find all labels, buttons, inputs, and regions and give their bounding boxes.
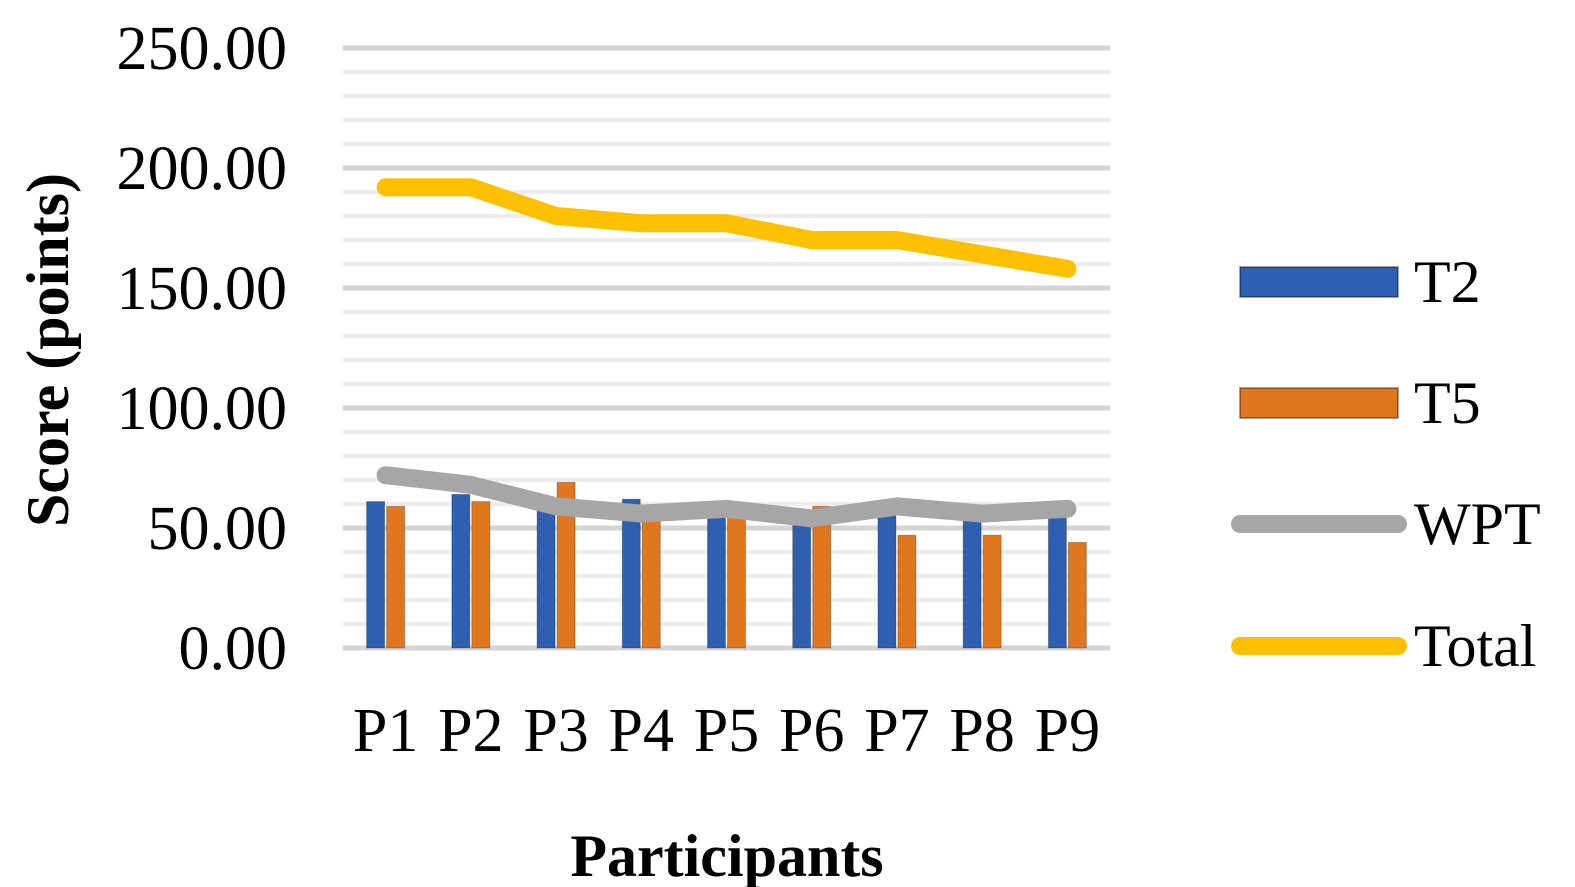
bar-t5	[897, 534, 917, 649]
x-tick-label: P1	[353, 697, 418, 765]
bars	[366, 481, 1087, 649]
y-tick-label: 0.00	[179, 615, 288, 683]
bar-t2	[792, 525, 812, 649]
x-tick-label: P9	[1035, 697, 1100, 765]
line-wpt	[376, 466, 1077, 528]
bar-t5	[386, 505, 406, 649]
legend-label-t2: T2	[1414, 249, 1481, 315]
y-axis-ticks: 0.00 50.00 100.00 150.00 200.00 250.00	[117, 15, 288, 683]
y-axis-title: Score (points)	[15, 173, 81, 527]
bar-t5	[471, 501, 491, 649]
y-tick-label: 250.00	[117, 15, 288, 83]
x-axis-title: Participants	[570, 823, 883, 887]
legend-label-total: Total	[1414, 613, 1536, 679]
x-tick-label: P4	[609, 697, 674, 765]
y-tick-label: 100.00	[117, 375, 288, 443]
bar-t5	[727, 513, 746, 649]
legend-swatch-t2	[1239, 266, 1399, 298]
bar-t5	[982, 534, 1002, 649]
bar-t2	[707, 513, 726, 649]
line-total	[376, 178, 1077, 278]
y-tick-label: 50.00	[148, 495, 288, 563]
x-tick-label: P8	[949, 697, 1014, 765]
bar-t2	[536, 508, 556, 649]
bar-t2	[1047, 510, 1067, 649]
x-axis-ticks: P1 P2 P3 P4 P5 P6 P7 P8 P9	[353, 697, 1100, 765]
y-tick-label: 200.00	[117, 135, 288, 203]
bar-t2	[451, 493, 471, 649]
gridlines	[343, 45, 1110, 651]
legend-label-wpt: WPT	[1414, 491, 1541, 557]
y-tick-label: 150.00	[117, 255, 288, 323]
bar-t2	[621, 498, 641, 649]
bar-t5	[812, 505, 832, 649]
lines	[376, 178, 1077, 528]
bar-t2	[366, 501, 386, 649]
x-tick-label: P5	[694, 697, 759, 765]
legend-swatch-t5	[1239, 387, 1399, 419]
bar-t5	[641, 510, 661, 649]
x-tick-label: P6	[779, 697, 844, 765]
legend: T2 T5 WPT Total	[1231, 249, 1541, 679]
bar-t2	[962, 520, 982, 649]
bar-t2	[877, 513, 897, 649]
legend-label-t5: T5	[1414, 370, 1481, 436]
x-tick-label: P7	[864, 697, 929, 765]
bar-t5	[1067, 541, 1087, 649]
x-tick-label: P3	[523, 697, 588, 765]
x-tick-label: P2	[438, 697, 503, 765]
bar-t5	[556, 481, 576, 649]
